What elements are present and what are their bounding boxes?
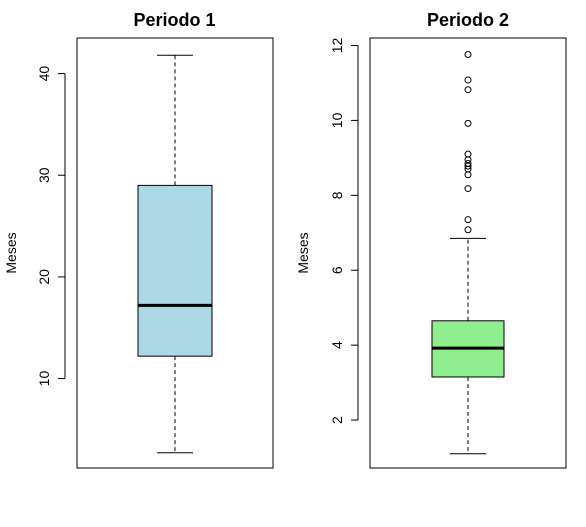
outlier-point xyxy=(464,50,472,58)
box-iqr xyxy=(137,184,213,357)
outlier-point xyxy=(464,86,472,94)
outlier-point xyxy=(464,185,472,193)
outlier-point xyxy=(464,171,472,179)
y-axis: 2 4 6 8 10 12 xyxy=(329,37,359,424)
y-tick-label: 2 xyxy=(329,416,345,424)
chart-title: Periodo 2 xyxy=(427,10,509,30)
outlier-point xyxy=(464,216,472,224)
panel-periodo-1: Periodo 1 Meses 10 20 30 40 xyxy=(3,10,274,469)
y-tick-label: 4 xyxy=(329,341,345,349)
y-tick-label: 40 xyxy=(36,66,52,82)
outlier-point xyxy=(464,156,472,164)
chart-title: Periodo 1 xyxy=(133,10,215,30)
outlier-point xyxy=(464,150,472,158)
plot-frame xyxy=(76,37,274,469)
outlier-point xyxy=(464,226,472,234)
outlier-point xyxy=(464,119,472,127)
y-tick-label: 20 xyxy=(36,269,52,285)
outlier-point xyxy=(464,159,472,167)
plot-frame xyxy=(369,37,567,469)
box-group xyxy=(137,54,213,454)
y-tick-label: 30 xyxy=(36,167,52,183)
y-tick-label: 12 xyxy=(329,37,345,53)
y-axis-label: Meses xyxy=(295,232,311,273)
y-tick-label: 6 xyxy=(329,266,345,274)
y-tick-label: 10 xyxy=(329,112,345,128)
y-axis: 10 20 30 40 xyxy=(36,66,66,387)
outlier-point xyxy=(464,76,472,84)
box-group xyxy=(431,50,505,455)
y-tick-label: 8 xyxy=(329,191,345,199)
y-axis-label: Meses xyxy=(3,232,19,273)
panel-periodo-2: Periodo 2 Meses 2 4 6 8 10 12 xyxy=(295,10,567,469)
y-tick-label: 10 xyxy=(36,371,52,387)
